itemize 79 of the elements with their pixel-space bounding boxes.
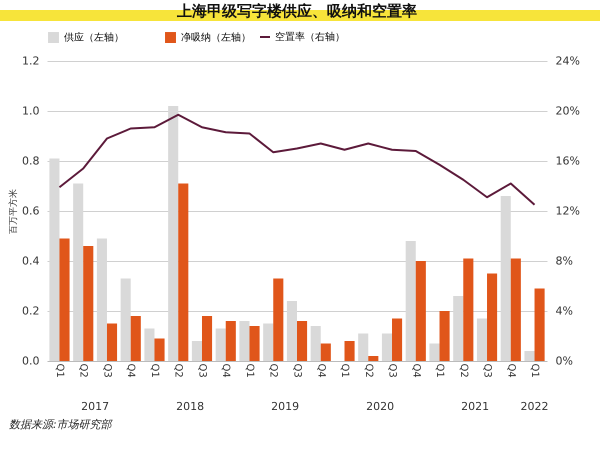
bar [239,321,250,361]
x-tick-label: Q4 [410,364,422,378]
bar [106,324,118,361]
bar [463,258,474,361]
bar [59,238,70,361]
x-tick-label: Q1 [339,364,350,378]
x-tick-label: Q1 [244,364,255,378]
bar [534,288,545,361]
x-tick-label: Q3 [101,364,112,378]
bar [297,321,308,361]
line-series [58,114,536,206]
x-tick-label: Q2 [458,364,469,378]
x-tick-label: Q1 [148,364,160,378]
x-tick-label: Q3 [292,364,302,378]
x-tick-label: Q4 [220,364,232,378]
y-tick-label: 0.4 [22,254,40,268]
bar [392,318,402,361]
bar [249,326,260,361]
y-tick-label: 1.2 [22,54,40,68]
x-tick-label: Q1 [434,364,446,378]
y-tick-label: 0.2 [22,304,40,318]
bar [178,184,188,361]
bar [368,356,378,361]
y2-tick-label: 24% [556,54,580,68]
x-tick-label: Q2 [172,364,184,378]
x-tick-label: Q3 [196,364,208,378]
bar [510,258,521,361]
y-tick-label: 1.0 [22,104,40,118]
bar [429,344,440,361]
text: 2019 [271,400,300,413]
bar [382,334,392,361]
bar [310,326,321,361]
y-tick-label: 0.0 [22,354,40,368]
text: 2021 [461,400,490,413]
x-tick-label: Q1 [54,364,65,378]
legend-label: 空置率（右轴） [275,31,345,43]
source-note: 数据来源:市场研究部 [9,418,114,431]
bar [263,324,274,361]
bar [440,311,450,361]
bar [154,338,165,361]
x-tick-label: Q1 [529,364,540,378]
bar [416,261,426,361]
bar [524,351,535,361]
bar [83,246,94,361]
bar [358,334,368,361]
bar [192,341,202,361]
x-tick-label: Q3 [386,364,398,378]
legend-label: 供应（左轴） [64,32,124,44]
bar [216,328,226,361]
x-tick-label: Q4 [315,364,326,378]
y2-tick-label: 16% [556,154,580,168]
text: 2020 [366,400,394,413]
bar [226,321,236,361]
bar [320,344,331,361]
x-tick-label: Q3 [482,364,493,378]
x-tick-label: Q4 [125,364,136,378]
x-tick-label: Q2 [78,364,89,378]
y-tick-label: 0.6 [22,204,40,218]
y2-tick-label: 8% [556,254,573,268]
bar [476,318,488,361]
x-tick-label: Q4 [505,364,516,378]
y2-tick-label: 20% [556,104,580,118]
x-tick-label: Q2 [268,364,279,378]
bar [487,274,498,361]
bar [273,278,284,361]
text: 2018 [176,400,204,413]
bar [202,316,212,361]
y2-tick-label: 0% [556,354,573,368]
text: 2022 [520,400,549,413]
y-tick-label: 0.8 [22,154,40,168]
legend-label: 净吸纳（左轴） [181,32,251,44]
y2-tick-label: 4% [556,304,573,318]
bar [130,316,141,361]
y2-tick-label: 12% [556,204,580,218]
text: 2017 [81,400,110,413]
x-tick-label: Q2 [362,364,374,378]
bar [344,341,355,361]
y-axis-title: 百万平方米 [8,189,20,234]
bar [144,328,154,361]
